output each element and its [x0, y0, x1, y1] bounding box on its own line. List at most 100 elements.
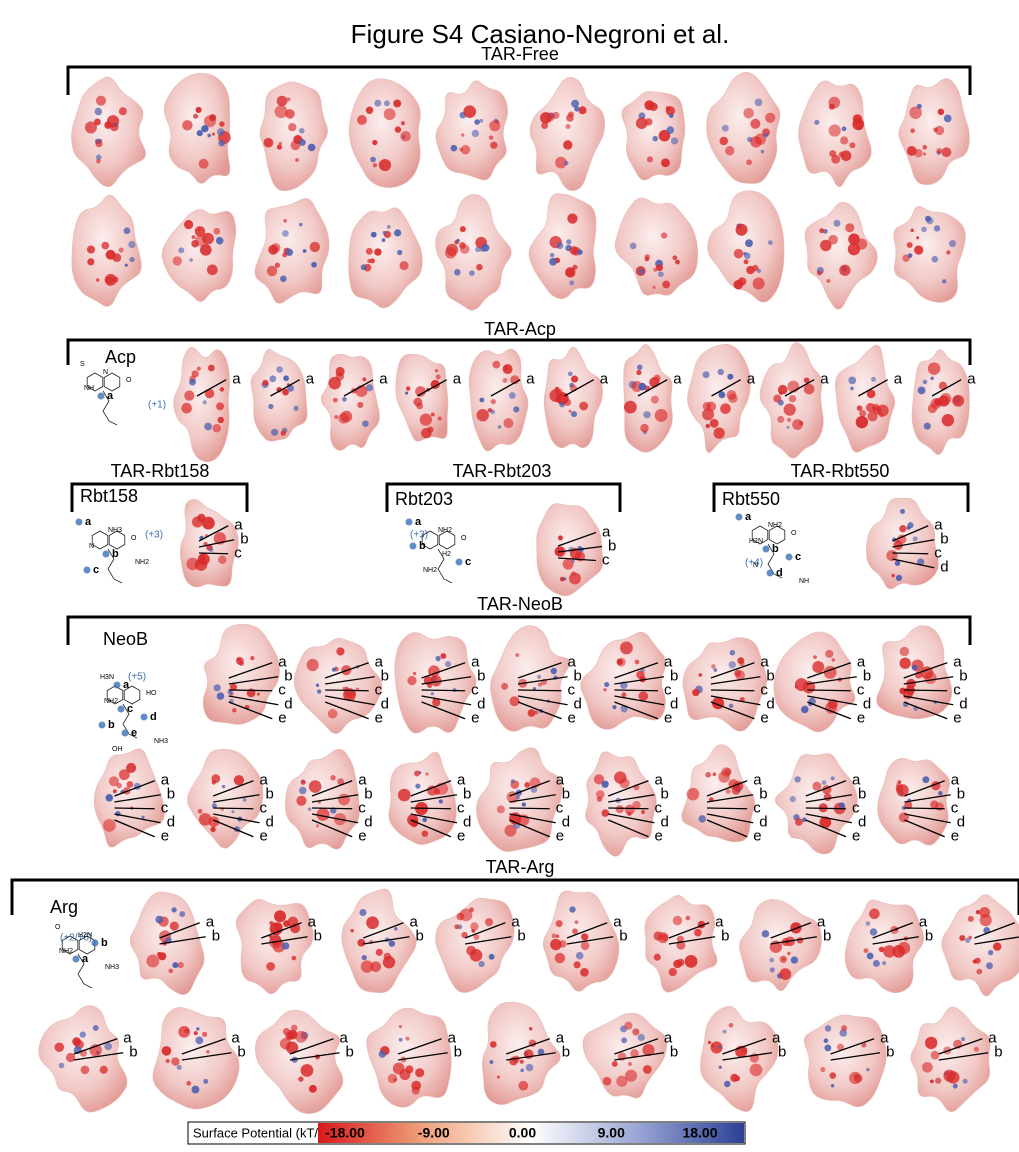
negative-patch [968, 936, 972, 940]
atom-label: b [419, 540, 426, 552]
negative-patch [146, 955, 159, 968]
rna-surface [72, 195, 142, 307]
atom-label: NH [799, 578, 809, 585]
negative-patch [307, 659, 319, 671]
positive-patch [454, 269, 460, 275]
negative-patch [427, 683, 432, 688]
negative-patch [812, 661, 824, 673]
charge-marker [122, 730, 129, 737]
positive-patch [907, 526, 911, 530]
site-label: b [129, 1044, 137, 1061]
negative-patch [374, 248, 381, 255]
charge-marker [98, 393, 105, 400]
negative-patch [520, 1060, 524, 1064]
ligand-charge: (+1) [148, 400, 166, 411]
positive-patch [490, 410, 495, 415]
negative-patch [910, 128, 915, 133]
rna-surface [367, 1008, 452, 1107]
positive-patch [96, 155, 102, 161]
positive-patch [217, 128, 225, 136]
negative-patch [829, 124, 841, 136]
negative-patch [166, 1059, 170, 1063]
positive-patch [895, 560, 901, 566]
positive-patch [201, 125, 208, 132]
positive-patch [197, 130, 203, 136]
negative-patch [459, 242, 466, 249]
positive-patch [371, 232, 377, 238]
positive-patch [727, 374, 733, 380]
positive-patch [744, 253, 751, 260]
positive-patch [511, 779, 515, 783]
positive-patch [342, 397, 347, 402]
site-pointer [325, 690, 369, 691]
site-pointer [806, 808, 846, 809]
positive-patch [569, 906, 575, 912]
negative-patch [925, 1037, 937, 1049]
positive-patch [755, 99, 763, 107]
positive-patch [839, 802, 845, 808]
negative-patch [779, 968, 791, 980]
positive-patch [643, 411, 650, 418]
site-pointer [905, 808, 945, 809]
negative-patch [460, 226, 466, 232]
site-pointer [115, 808, 155, 809]
site-pointer [807, 690, 851, 691]
negative-patch [198, 809, 203, 814]
site-label: b [346, 1044, 354, 1061]
site-label: e [753, 828, 761, 845]
positive-patch [498, 425, 502, 429]
negative-patch [237, 657, 241, 661]
negative-patch [401, 121, 405, 125]
negative-patch [106, 250, 116, 260]
negative-patch [489, 135, 493, 139]
negative-patch [257, 693, 260, 696]
negative-patch [178, 1026, 190, 1038]
rna-surface [700, 1006, 778, 1111]
positive-patch [308, 808, 312, 812]
negative-patch [710, 419, 719, 428]
negative-patch [819, 228, 824, 233]
negative-patch [734, 670, 741, 677]
site-label: b [619, 928, 627, 945]
positive-patch [961, 1037, 965, 1041]
negative-patch [109, 776, 119, 786]
negative-patch [266, 962, 275, 971]
charge-marker [73, 956, 80, 963]
site-label: a [600, 371, 609, 388]
rna-surface [683, 638, 767, 732]
negative-patch [829, 104, 835, 110]
rna-surface [624, 344, 673, 452]
site-pointer [608, 808, 648, 809]
positive-patch [445, 661, 451, 667]
positive-patch [949, 240, 956, 247]
positive-patch [95, 108, 103, 116]
negative-patch [817, 271, 822, 276]
negative-patch [103, 819, 116, 832]
positive-patch [719, 1046, 722, 1049]
negative-patch [274, 910, 286, 922]
rna-surface [71, 77, 145, 187]
site-pointer [904, 690, 948, 691]
section-label: TAR-Arg [486, 857, 555, 877]
negative-patch [864, 948, 869, 953]
positive-patch [729, 704, 733, 708]
negative-patch [277, 96, 288, 107]
negative-patch [489, 120, 500, 131]
positive-patch [658, 271, 664, 277]
negative-patch [914, 245, 923, 254]
positive-patch [866, 1068, 869, 1071]
positive-patch [770, 967, 775, 972]
site-pointer [411, 808, 451, 809]
molecule-ring [92, 531, 108, 549]
negative-patch [734, 249, 744, 259]
site-label: e [857, 710, 865, 727]
rna-surface [774, 632, 855, 732]
charge-marker [118, 706, 125, 713]
atom-label: NH2 [104, 698, 118, 705]
atom-label: O [55, 924, 61, 931]
atom-label: b [112, 548, 119, 560]
negative-patch [282, 389, 289, 396]
negative-patch [286, 97, 290, 101]
negative-patch [336, 647, 344, 655]
negative-patch [195, 235, 206, 246]
